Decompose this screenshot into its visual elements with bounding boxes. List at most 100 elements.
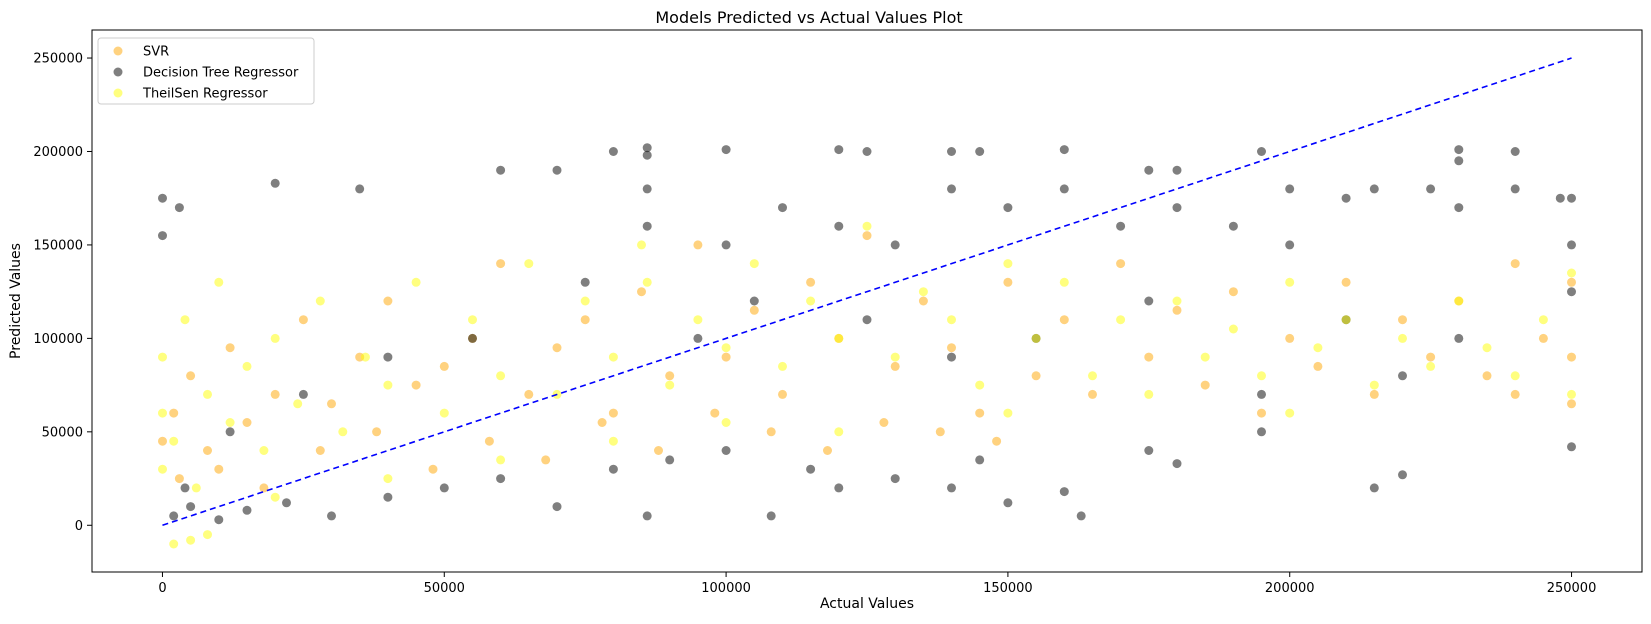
point-series-1-40 bbox=[834, 483, 844, 493]
point-series-0-51 bbox=[1538, 333, 1548, 343]
point-series-2-13 bbox=[315, 296, 325, 306]
point-series-1-20 bbox=[1454, 156, 1464, 166]
point-series-1-71 bbox=[1510, 184, 1520, 194]
point-series-0-11 bbox=[411, 380, 421, 390]
point-series-1-8 bbox=[642, 143, 652, 153]
point-series-0-50 bbox=[1510, 389, 1520, 399]
point-series-1-33 bbox=[552, 502, 562, 512]
point-series-0-35 bbox=[1088, 389, 1097, 399]
x-axis: 0 50000 100000 150000 200000 250000 bbox=[158, 572, 1596, 596]
point-series-1-26 bbox=[214, 515, 224, 525]
point-series-2-43 bbox=[1088, 371, 1097, 381]
point-series-2-51 bbox=[1285, 408, 1295, 418]
point-series-1-68 bbox=[1369, 184, 1379, 194]
point-series-2-68 bbox=[608, 436, 618, 446]
point-series-0-23 bbox=[749, 305, 759, 315]
point-series-0-54 bbox=[1567, 277, 1576, 287]
point-series-0-68 bbox=[823, 446, 832, 455]
point-series-2-26 bbox=[642, 277, 652, 287]
point-series-1-58 bbox=[890, 240, 900, 250]
point-series-1-3 bbox=[270, 178, 280, 188]
point-series-2-10 bbox=[259, 446, 269, 455]
legend: SVR Decision Tree Regressor TheilSen Regre… bbox=[97, 37, 315, 105]
point-series-2-17 bbox=[411, 277, 421, 287]
x-tick-label: 150000 bbox=[983, 581, 1033, 596]
point-series-2-70 bbox=[383, 474, 393, 484]
point-series-0-30 bbox=[947, 343, 956, 353]
point-series-0-60 bbox=[372, 427, 382, 437]
x-tick-label: 50000 bbox=[424, 581, 465, 596]
point-series-0-28 bbox=[890, 361, 900, 371]
point-series-1-4 bbox=[355, 184, 365, 194]
point-series-0-3 bbox=[203, 446, 212, 455]
point-series-0-10 bbox=[383, 296, 393, 306]
point-series-2-46 bbox=[1172, 296, 1182, 306]
point-series-2-28 bbox=[693, 315, 703, 325]
point-series-0-19 bbox=[637, 287, 646, 297]
x-tick-label: 250000 bbox=[1547, 581, 1597, 596]
point-series-1-39 bbox=[806, 464, 816, 474]
point-series-0-20 bbox=[665, 371, 675, 381]
point-series-1-17 bbox=[1172, 165, 1182, 175]
point-series-0-49 bbox=[1482, 371, 1492, 381]
point-series-2-8 bbox=[225, 418, 235, 427]
point-series-2-53 bbox=[1341, 315, 1351, 325]
point-series-0-52 bbox=[1567, 399, 1576, 409]
point-series-2-65 bbox=[203, 530, 212, 540]
point-series-0-25 bbox=[806, 277, 816, 287]
point-series-1-15 bbox=[1059, 145, 1069, 155]
point-series-2-24 bbox=[608, 352, 618, 362]
point-series-1-56 bbox=[778, 203, 787, 213]
reference-line-layer bbox=[162, 57, 1572, 527]
point-series-0-43 bbox=[1313, 361, 1323, 371]
point-series-2-5 bbox=[191, 483, 201, 493]
y-tick-label: 200000 bbox=[33, 145, 83, 160]
point-series-1-44 bbox=[1003, 498, 1013, 508]
point-series-2-3 bbox=[169, 436, 179, 446]
point-series-1-51 bbox=[1398, 470, 1407, 480]
point-series-1-10 bbox=[721, 145, 731, 155]
point-series-1-77 bbox=[1257, 389, 1266, 399]
point-series-2-44 bbox=[1116, 315, 1126, 325]
legend-label: SVR bbox=[143, 45, 169, 60]
point-series-1-54 bbox=[642, 221, 652, 231]
point-series-2-1 bbox=[158, 408, 167, 418]
y-axis: 0 50000 100000 150000 200000 250000 bbox=[33, 52, 92, 534]
point-series-0-70 bbox=[935, 427, 945, 437]
point-series-1-82 bbox=[749, 296, 759, 306]
point-series-1-35 bbox=[642, 511, 652, 521]
point-series-1-47 bbox=[1144, 446, 1154, 455]
point-series-2-47 bbox=[1200, 352, 1210, 362]
point-series-2-45 bbox=[1144, 389, 1154, 399]
point-series-2-40 bbox=[1003, 408, 1013, 418]
point-series-2-21 bbox=[524, 259, 534, 269]
point-series-2-66 bbox=[834, 427, 844, 437]
point-series-1-42 bbox=[947, 483, 956, 493]
y-tick-label: 0 bbox=[75, 519, 83, 534]
point-series-0-41 bbox=[1257, 408, 1266, 418]
point-series-0-42 bbox=[1285, 333, 1295, 343]
point-series-1-30 bbox=[383, 492, 393, 502]
point-series-2-18 bbox=[439, 408, 449, 418]
point-series-1-36 bbox=[665, 455, 675, 465]
point-series-1-13 bbox=[947, 147, 956, 156]
point-series-2-9 bbox=[242, 361, 252, 371]
point-series-0-4 bbox=[225, 343, 235, 353]
point-series-1-64 bbox=[1228, 221, 1238, 231]
point-series-1-5 bbox=[496, 165, 506, 175]
point-series-2-36 bbox=[918, 287, 928, 297]
point-series-2-39 bbox=[1003, 259, 1013, 269]
point-series-1-83 bbox=[693, 333, 703, 343]
point-series-1-80 bbox=[947, 352, 956, 362]
point-series-1-24 bbox=[169, 511, 179, 521]
point-series-0-7 bbox=[298, 315, 308, 325]
point-series-1-38 bbox=[766, 511, 776, 521]
point-series-2-37 bbox=[947, 315, 956, 325]
point-series-1-7 bbox=[608, 147, 618, 156]
point-series-0-27 bbox=[862, 231, 872, 241]
legend-label: TheilSen Regressor bbox=[142, 87, 268, 102]
point-series-0-0 bbox=[158, 436, 167, 446]
point-series-2-52 bbox=[1313, 343, 1323, 353]
point-series-1-70 bbox=[1454, 203, 1464, 213]
